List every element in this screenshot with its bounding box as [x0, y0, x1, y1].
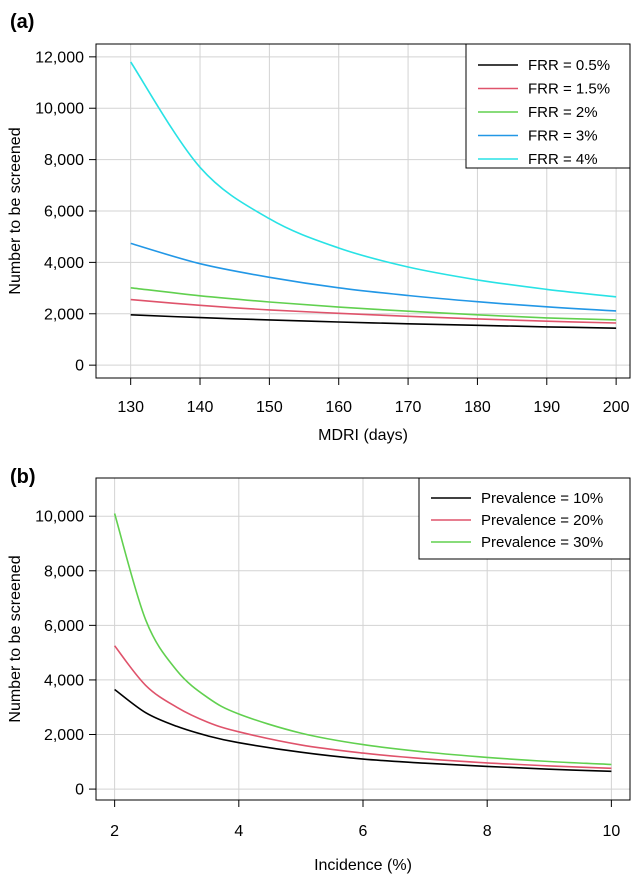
y-axis-title: Number to be screened: [7, 555, 24, 722]
series-line-2: [113, 513, 612, 766]
legend-label: Prevalence = 30%: [481, 534, 603, 551]
legend-label: FRR = 1.5%: [528, 81, 610, 98]
legend-label: FRR = 0.5%: [528, 57, 610, 74]
y-axis-title: Number to be screened: [7, 127, 24, 294]
x-tick-label: 8: [483, 823, 492, 840]
panel-label: (b): [10, 466, 36, 488]
legend-label: Prevalence = 10%: [481, 490, 603, 507]
y-tick-label: 8,000: [44, 152, 84, 169]
x-tick-label: 200: [603, 399, 630, 416]
legend-box: [418, 477, 631, 560]
y-tick-label: 6,000: [44, 204, 84, 221]
y-tick-label: 2,000: [44, 306, 84, 323]
y-tick-label: 12,000: [35, 49, 84, 66]
x-tick-label: 190: [533, 399, 560, 416]
legend-label: FRR = 3%: [528, 128, 598, 145]
y-tick-label: 4,000: [44, 672, 84, 689]
panel-label: (a): [10, 11, 34, 33]
series-line-0: [114, 688, 612, 773]
x-tick-label: 180: [464, 399, 491, 416]
y-axis: 0 2,000 4,000 6,000 8,000 10,000 12,000: [35, 49, 96, 375]
x-axis: 130 140 150 160 170 180 190 200: [117, 378, 630, 416]
x-tick-label: 4: [234, 823, 243, 840]
y-tick-label: 4,000: [44, 255, 84, 272]
x-tick-label: 130: [117, 399, 144, 416]
y-tick-label: 6,000: [44, 618, 84, 635]
chart-panel-a: (a) 130 140 150 160 170 180 190 200 0 2,000 4,000 6,…: [7, 11, 631, 444]
x-axis-title: Incidence (%): [314, 857, 412, 874]
legend-label: FRR = 2%: [528, 104, 598, 121]
x-axis-title: MDRI (days): [318, 427, 408, 444]
legend: FRR = 0.5% FRR = 1.5% FRR = 2% FRR = 3% FRR …: [465, 43, 631, 169]
legend-label: Prevalence = 20%: [481, 512, 603, 529]
legend-label: FRR = 4%: [528, 151, 598, 168]
legend: Prevalence = 10% Prevalence = 20% Prevalen…: [418, 477, 631, 560]
x-tick-label: 6: [359, 823, 368, 840]
x-tick-label: 140: [187, 399, 214, 416]
y-tick-label: 2,000: [44, 727, 84, 744]
series-line-1: [130, 298, 617, 324]
series-line-4: [130, 61, 617, 298]
x-tick-label: 2: [110, 823, 119, 840]
x-tick-label: 160: [325, 399, 352, 416]
y-tick-label: 10,000: [35, 509, 84, 526]
x-tick-label: 10: [602, 823, 620, 840]
y-tick-label: 8,000: [44, 563, 84, 580]
y-tick-label: 0: [75, 358, 84, 375]
y-tick-label: 10,000: [35, 101, 84, 118]
series-line-2: [130, 287, 617, 321]
y-tick-label: 0: [75, 782, 84, 799]
y-axis: 0 2,000 4,000 6,000 8,000 10,000: [35, 509, 96, 799]
chart-panel-b: (b) 2 4 6 8 10 0 2,000 4,000 6,000 8,000 10,000 Inci…: [7, 466, 631, 874]
series-line-3: [130, 242, 617, 312]
x-tick-label: 150: [256, 399, 283, 416]
x-tick-label: 170: [395, 399, 422, 416]
x-axis: 2 4 6 8 10: [110, 800, 620, 840]
series-line-0: [130, 314, 617, 329]
series-line-1: [113, 645, 612, 770]
